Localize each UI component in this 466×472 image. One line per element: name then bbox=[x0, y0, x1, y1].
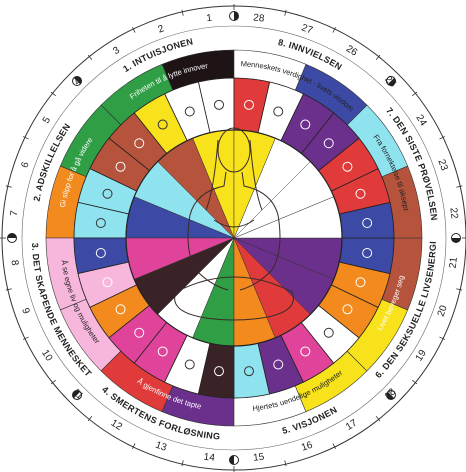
rings bbox=[0, 4, 466, 472]
day-number: 14 bbox=[203, 452, 216, 464]
day-number: 15 bbox=[253, 452, 266, 464]
wheel-diagram: 1234567891011121314151617181920212223242… bbox=[0, 0, 466, 472]
day-number: 21 bbox=[448, 256, 460, 269]
page: {"numbers": [1, 2, 3, 4, 5, 6, 7, 8, 9, … bbox=[0, 0, 466, 472]
day-number: 28 bbox=[253, 12, 266, 24]
day-number: 22 bbox=[447, 207, 459, 220]
